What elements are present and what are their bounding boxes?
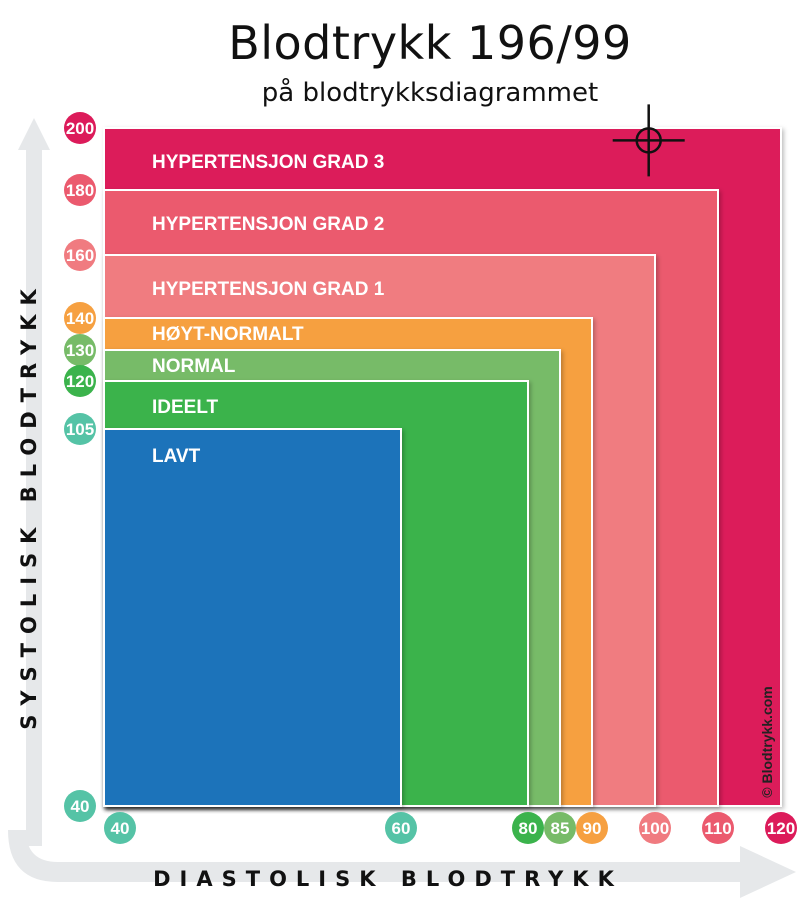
- y-axis-arrow: [18, 118, 50, 846]
- zone-label: HØYT-NORMALT: [152, 324, 304, 345]
- y-tick-label: 180: [66, 181, 94, 200]
- x-tick-badge: [104, 812, 136, 844]
- y-tick-label: 120: [66, 372, 94, 391]
- x-tick-label: 90: [583, 819, 602, 838]
- x-tick-badge: [512, 812, 544, 844]
- y-tick-badge: [64, 112, 96, 144]
- credit-text: © Blodtrykk.com: [759, 686, 775, 797]
- x-tick-badge: [765, 812, 797, 844]
- y-tick-badge: [64, 365, 96, 397]
- y-tick-label: 105: [66, 420, 94, 439]
- x-tick-label: 85: [551, 819, 570, 838]
- x-axis-title: DIASTOLISK BLODTRYKK: [153, 867, 623, 891]
- y-tick-label: 200: [66, 119, 94, 138]
- zone-7: [103, 428, 402, 807]
- y-tick-badge: [64, 413, 96, 445]
- chart-subtitle: på blodtrykksdiagrammet: [261, 78, 599, 108]
- zone-label: IDEELT: [152, 397, 219, 418]
- y-tick-badge: [64, 790, 96, 822]
- axis-arrows: [8, 118, 796, 898]
- zone-label: NORMAL: [152, 356, 236, 377]
- chart-title: Blodtrykk 196/99: [228, 16, 632, 70]
- x-tick-label: 60: [392, 819, 411, 838]
- x-tick-label: 40: [111, 819, 130, 838]
- x-tick-badge: [576, 812, 608, 844]
- x-axis-arrow: [8, 830, 796, 898]
- zones: HYPERTENSJON GRAD 3 HYPERTENSJON GRAD 2 HY…: [103, 127, 782, 807]
- y-tick-badge: [64, 174, 96, 206]
- x-tick-badge: [544, 812, 576, 844]
- y-tick-label: 140: [66, 309, 94, 328]
- x-tick-badge: [702, 812, 734, 844]
- reading-marker: [612, 104, 685, 177]
- x-tick-badge: [385, 812, 417, 844]
- y-tick-badge: [64, 239, 96, 271]
- x-tick-label: 120: [767, 819, 795, 838]
- x-tick-label: 110: [704, 819, 731, 838]
- zone-label: HYPERTENSJON GRAD 3: [152, 152, 384, 173]
- y-axis-title: SYSTOLISK BLODTRYKK: [17, 280, 41, 730]
- ticks: 200 180 160 140 130 120 105 40 40 60 80 85 90 100 110 1…: [64, 112, 797, 844]
- zone-label: HYPERTENSJON GRAD 1: [152, 279, 385, 300]
- y-tick-label: 160: [66, 246, 94, 265]
- y-tick-label: 130: [66, 341, 94, 360]
- x-tick-label: 100: [641, 819, 669, 838]
- x-tick-label: 80: [519, 819, 538, 838]
- zone-label: LAVT: [152, 446, 201, 467]
- y-tick-label: 40: [71, 797, 90, 816]
- x-tick-badge: [639, 812, 671, 844]
- y-tick-badge: [64, 334, 96, 366]
- y-tick-badge: [64, 302, 96, 334]
- zone-label: HYPERTENSJON GRAD 2: [152, 214, 384, 235]
